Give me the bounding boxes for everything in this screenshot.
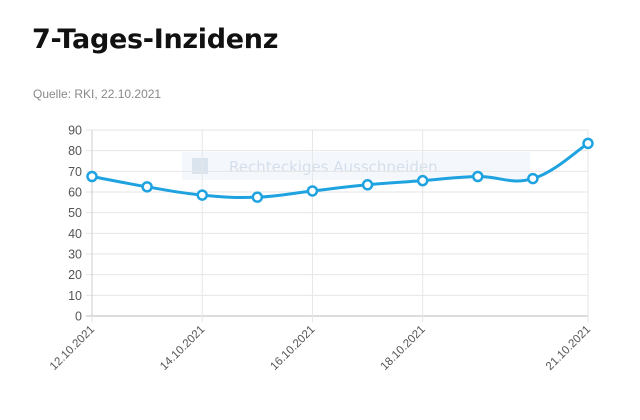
data-point xyxy=(472,170,484,183)
x-tick-label: 18.10.2021 xyxy=(379,324,428,373)
source-note: Quelle: RKI, 22.10.2021 xyxy=(33,87,162,101)
data-point xyxy=(361,179,374,191)
y-tick-label: 20 xyxy=(68,268,82,282)
y-tick-label: 70 xyxy=(68,165,82,179)
y-tick-label: 30 xyxy=(68,248,82,262)
x-tick-label: 14.10.2021 xyxy=(158,324,207,373)
data-point xyxy=(141,181,153,193)
y-tick-label: 40 xyxy=(68,227,82,241)
data-point xyxy=(86,170,98,183)
data-point xyxy=(196,189,208,201)
snip-overlay: Rechteckiges Ausschneiden xyxy=(182,152,530,180)
x-tick-label: 21.10.2021 xyxy=(544,324,593,373)
data-point xyxy=(306,185,319,197)
series-line xyxy=(90,141,590,200)
chart-title: 7-Tages-Inzidenz xyxy=(32,24,279,55)
y-tick-label: 80 xyxy=(68,144,82,158)
scissors-icon xyxy=(192,158,208,174)
y-tick-label: 50 xyxy=(68,206,82,220)
data-point xyxy=(416,174,429,187)
y-tick-label: 60 xyxy=(68,186,82,200)
y-tick-label: 10 xyxy=(68,289,82,303)
x-tick-label: 16.10.2021 xyxy=(268,324,317,373)
data-point xyxy=(251,191,264,203)
y-tick-label: 90 xyxy=(68,124,82,138)
y-tick-label: 0 xyxy=(75,310,82,324)
overlay-label: Rechteckiges Ausschneiden xyxy=(229,158,438,176)
data-point xyxy=(582,137,594,150)
data-point xyxy=(527,172,539,185)
x-tick-label: 12.10.2021 xyxy=(48,324,97,373)
